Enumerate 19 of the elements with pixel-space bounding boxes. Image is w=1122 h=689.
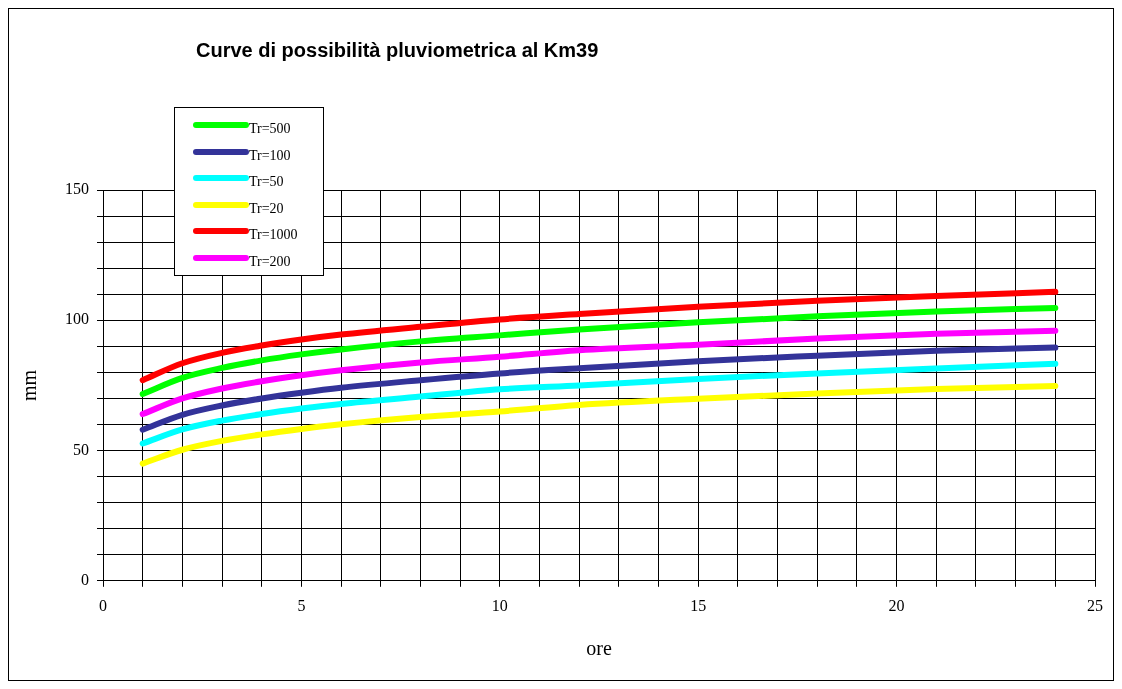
x-tick-label: 0 <box>99 596 107 614</box>
legend-label: Tr=200 <box>249 253 291 270</box>
legend-label: Tr=50 <box>249 174 284 191</box>
x-tick-label: 25 <box>1087 596 1103 614</box>
x-tick-label: 10 <box>491 596 508 614</box>
y-tick-label: 100 <box>65 310 89 328</box>
y-axis-title: mm <box>18 369 41 401</box>
legend-label: Tr=500 <box>249 121 291 138</box>
x-tick-label: 5 <box>297 596 306 614</box>
legend-label: Tr=100 <box>249 147 291 164</box>
legend-label: Tr=20 <box>249 200 284 217</box>
y-tick-label: 50 <box>73 440 89 458</box>
x-tick-label: 20 <box>888 596 905 614</box>
y-tick-label: 150 <box>65 180 89 198</box>
legend-label: Tr=1000 <box>249 227 298 244</box>
chart-title: Curve di possibilità pluviometrica al Km39 <box>196 39 599 62</box>
x-tick-label: 15 <box>690 596 707 614</box>
y-tick-label: 0 <box>81 571 89 588</box>
x-axis-title: ore <box>586 637 612 660</box>
